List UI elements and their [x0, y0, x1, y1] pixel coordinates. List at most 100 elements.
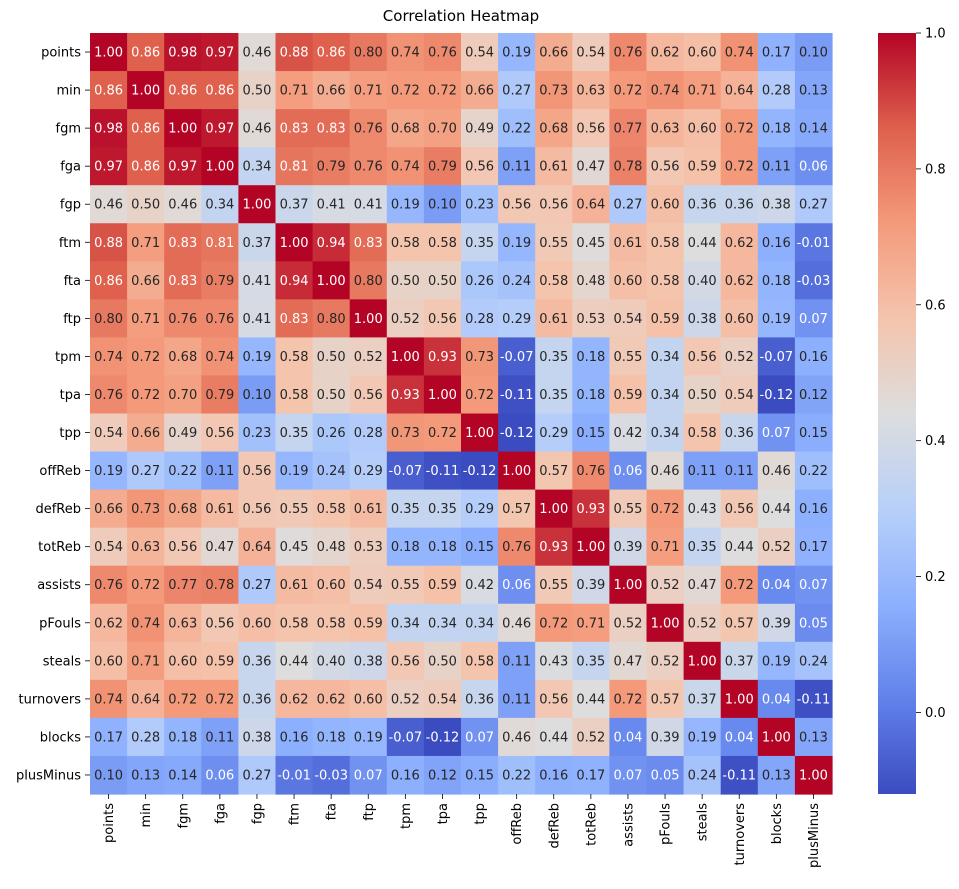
heatmap-cell-label: 0.53 [576, 312, 605, 327]
heatmap-cell-label: 0.86 [131, 122, 160, 137]
heatmap-cell [164, 299, 202, 338]
heatmap-cell [498, 185, 536, 224]
heatmap-cell-label: 0.60 [725, 312, 754, 327]
heatmap-cell-label: 0.11 [502, 654, 531, 669]
heatmap-cell [683, 527, 722, 567]
heatmap-cell [683, 679, 722, 719]
heatmap-cell [201, 489, 239, 529]
heatmap-cell-label: 0.73 [539, 84, 568, 99]
heatmap-cell [386, 565, 425, 605]
heatmap-cell [572, 527, 610, 567]
heatmap-cell [535, 489, 573, 529]
heatmap-cell [90, 527, 128, 567]
heatmap-cell-label: 0.44 [762, 502, 791, 517]
heatmap-cell-label: 0.64 [242, 540, 271, 555]
heatmap-cell [720, 147, 759, 186]
heatmap-cell [535, 641, 573, 681]
heatmap-cell [349, 337, 388, 377]
heatmap-cell-label: 0.97 [205, 122, 234, 137]
heatmap-cell-label: 0.56 [539, 692, 568, 707]
heatmap-cell-label: 0.29 [354, 464, 383, 479]
heatmap-cell [535, 565, 573, 605]
heatmap-cell-label: 0.56 [205, 426, 234, 441]
heatmap-cell [386, 299, 425, 338]
heatmap-cell [498, 299, 536, 338]
heatmap-cell-label: 0.45 [576, 236, 605, 251]
heatmap-cell-label: 0.54 [94, 426, 123, 441]
heatmap-cell [201, 527, 239, 567]
heatmap-cell-label: 0.54 [354, 578, 383, 593]
heatmap-cell-label: 0.74 [94, 692, 123, 707]
heatmap-cell [720, 261, 759, 300]
x-tick-label: defReb [547, 803, 562, 849]
heatmap-cell-label: 0.35 [539, 350, 568, 365]
heatmap-cell-label: 0.49 [168, 426, 197, 441]
heatmap-cell-label: 0.47 [613, 654, 642, 669]
heatmap-cell [275, 299, 314, 338]
heatmap-cell-label: 0.36 [242, 654, 271, 669]
heatmap-cell-label: 0.19 [94, 464, 123, 479]
heatmap-cell-label: 0.15 [576, 426, 605, 441]
heatmap-cell [386, 337, 425, 377]
heatmap-cell [275, 413, 314, 453]
heatmap-cell-label: 0.86 [168, 84, 197, 99]
heatmap-cell-label: 0.44 [688, 236, 717, 251]
heatmap-cell-label: 0.60 [242, 616, 271, 631]
heatmap-cell [127, 489, 165, 529]
heatmap-cell-label: 0.38 [242, 730, 271, 745]
heatmap-cell [646, 641, 685, 681]
heatmap-cell [386, 717, 425, 757]
heatmap-cell-label: 0.52 [391, 312, 420, 327]
heatmap-cell [201, 223, 239, 262]
heatmap-cell-label: 0.72 [539, 616, 568, 631]
heatmap-cell [757, 413, 796, 453]
heatmap-cell-label: 1.00 [205, 160, 234, 175]
heatmap-cell [349, 185, 388, 224]
colorbar-ticks: 0.0 0.2 0.4 0.6 0.8 1.0 [916, 27, 946, 721]
heatmap-cell [535, 261, 573, 300]
colorbar-tick-label: 0.4 [925, 434, 946, 449]
heatmap-cell-label: 0.61 [539, 312, 568, 327]
heatmap-cell-label: 0.11 [688, 464, 717, 479]
heatmap-cell-label: 0.07 [799, 312, 828, 327]
heatmap-cell [349, 299, 388, 338]
heatmap-cell [646, 565, 685, 605]
heatmap-cell-label: 0.56 [576, 122, 605, 137]
heatmap-cell [646, 261, 685, 300]
heatmap-cell-label: 0.60 [688, 46, 717, 61]
heatmap-cell [90, 603, 128, 643]
heatmap-cell [609, 451, 648, 491]
heatmap-cell [349, 603, 388, 643]
heatmap-cell-label: -0.12 [463, 464, 497, 479]
heatmap-cell-label: 1.00 [354, 312, 383, 327]
heatmap-cell [683, 185, 722, 224]
heatmap-cell-label: 0.22 [168, 464, 197, 479]
heatmap-cell-label: 0.61 [205, 502, 234, 517]
x-tick-label: tpp [473, 803, 488, 825]
heatmap-cell [386, 109, 425, 148]
heatmap-cell-label: 0.39 [576, 578, 605, 593]
heatmap-cell-label: 0.07 [799, 578, 828, 593]
heatmap-cell-label: 0.07 [613, 768, 642, 783]
heatmap-cell [720, 337, 759, 377]
heatmap-cell [201, 185, 239, 224]
heatmap-cell [609, 527, 648, 567]
heatmap-cell-label: 0.56 [465, 160, 494, 175]
heatmap-cell [757, 679, 796, 719]
heatmap-cell-label: 1.00 [428, 388, 457, 403]
heatmap-cell-label: 0.19 [391, 198, 420, 213]
y-tick-label: tpa [60, 388, 81, 403]
heatmap-cell-label: 0.15 [465, 540, 494, 555]
heatmap-cell-label: 0.35 [391, 502, 420, 517]
heatmap-cell [683, 299, 722, 338]
heatmap-cell [461, 299, 499, 338]
heatmap-cell-label: 0.81 [205, 236, 234, 251]
heatmap-cell [720, 299, 759, 338]
heatmap-cell-label: 0.58 [465, 654, 494, 669]
heatmap-cell [238, 679, 277, 719]
heatmap-cell-label: 0.19 [242, 350, 271, 365]
heatmap-cell [201, 565, 239, 605]
heatmap-cell-label: 0.56 [428, 312, 457, 327]
heatmap-cell-label: 0.04 [725, 730, 754, 745]
heatmap-cell [90, 413, 128, 453]
